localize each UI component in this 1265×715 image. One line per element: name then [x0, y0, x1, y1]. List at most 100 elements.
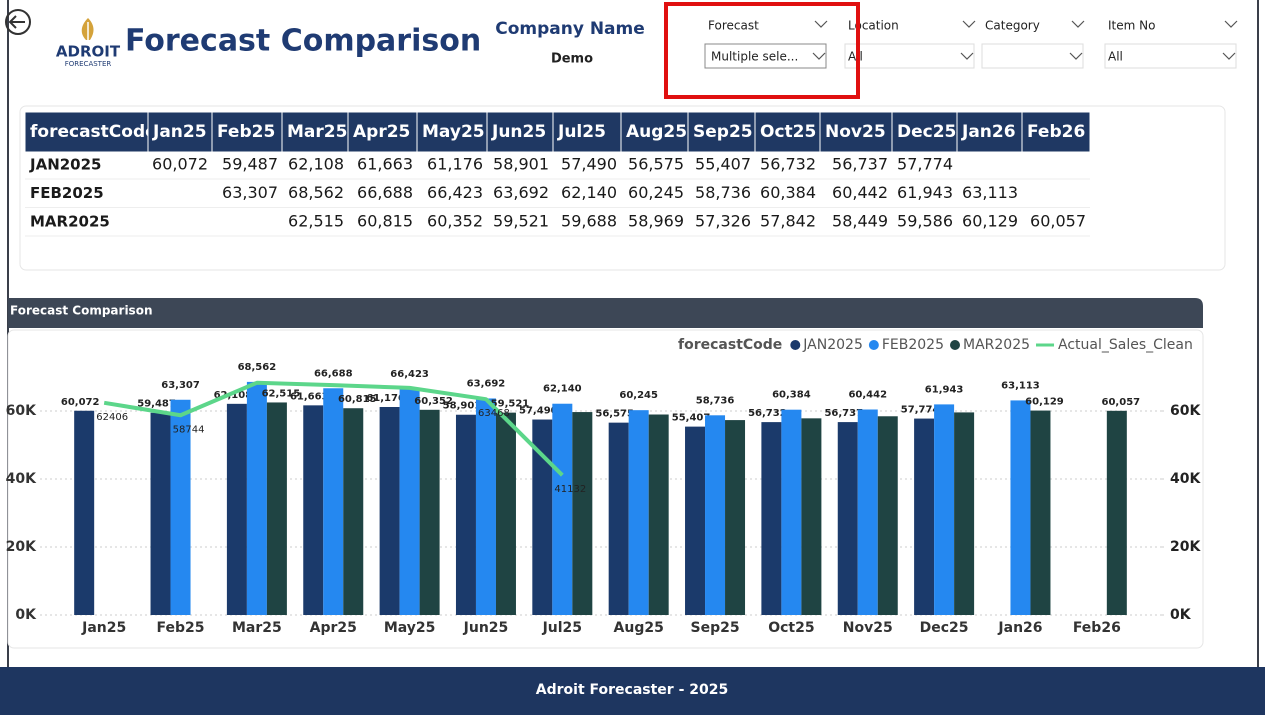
- column-header: Apr25: [353, 122, 410, 142]
- header-cell: [486, 111, 554, 153]
- chevron[interactable]: [1222, 52, 1236, 60]
- y2-tick-label: 20K: [1170, 539, 1201, 555]
- x-tick-label: Jul25: [542, 620, 582, 636]
- column-header: Feb25: [217, 122, 275, 142]
- data-label: 60,057: [1102, 397, 1141, 408]
- x-tick-label: May25: [384, 620, 436, 636]
- table-cell: 60,384: [760, 183, 816, 202]
- bar: [801, 418, 822, 615]
- table-cell: 63,113: [962, 183, 1018, 202]
- legend-title: forecastCode: [678, 337, 782, 353]
- table-cell: 58,969: [628, 212, 684, 231]
- legend-swatch: [868, 340, 879, 350]
- bar: [761, 422, 782, 615]
- x-tick-label: Jan26: [997, 620, 1042, 636]
- bar: [648, 414, 669, 615]
- chart: 0K 20K 40K 60K 0K 20K 40K 60K Jan25 Feb25 Mar25 Apr…: [6, 337, 1202, 636]
- bar: [628, 410, 649, 615]
- header-cell: [281, 111, 349, 153]
- x-tick-label: Nov25: [843, 620, 893, 636]
- filter-dropdown[interactable]: [844, 43, 975, 69]
- chevron[interactable]: [960, 52, 974, 60]
- data-label: 63,307: [161, 380, 200, 391]
- table-cell: 58,736: [695, 183, 751, 202]
- data-label: 59,487: [137, 399, 176, 410]
- table-cell: 60,352: [427, 212, 483, 231]
- column-header: Feb26: [1027, 122, 1085, 142]
- header-cell: [147, 111, 213, 153]
- table-cell: 56,737: [832, 155, 888, 174]
- back-button[interactable]: [5, 9, 31, 35]
- filter-value[interactable]: All: [1108, 50, 1123, 64]
- table-cell: 60,442: [832, 183, 888, 202]
- filter-label: Category: [985, 19, 1040, 33]
- table-cell: 66,423: [427, 183, 483, 202]
- data-label: 66,688: [314, 368, 353, 379]
- filter-dropdown[interactable]: [704, 43, 827, 69]
- table-cell: 61,663: [357, 155, 413, 174]
- data-label: 63,113: [1001, 380, 1040, 391]
- bar: [934, 404, 955, 615]
- table-cell: 57,326: [695, 212, 751, 231]
- filter-value[interactable]: All: [848, 50, 863, 64]
- bar: [781, 409, 802, 615]
- back-circle[interactable]: [5, 9, 31, 35]
- page-title: Forecast Comparison: [125, 24, 481, 59]
- table-cell: 63,692: [493, 183, 549, 202]
- table-cell: 56,575: [628, 155, 684, 174]
- company-value: Demo: [551, 52, 593, 67]
- bar: [475, 398, 496, 615]
- column-header: Jun25: [491, 122, 546, 142]
- footer: [0, 667, 1265, 715]
- data-label: 56,732: [748, 408, 787, 419]
- chevron[interactable]: [812, 52, 826, 60]
- data-label: 57,774: [901, 405, 940, 416]
- column-header: Dec25: [897, 122, 956, 142]
- bar: [1010, 400, 1031, 615]
- table-cell: 62,515: [288, 212, 344, 231]
- bar: [532, 419, 553, 615]
- data-label: 60,129: [1025, 397, 1064, 408]
- row-header: MAR2025: [30, 213, 110, 231]
- filter-value[interactable]: Multiple sele...: [711, 50, 798, 64]
- legend-label: Actual_Sales_Clean: [1058, 337, 1193, 353]
- data-label: 60,352: [414, 396, 453, 407]
- bar: [1030, 410, 1051, 615]
- back-arrow[interactable]: [8, 15, 25, 29]
- data-label: 60,072: [61, 397, 100, 408]
- data-label: 62,515: [262, 388, 301, 399]
- data-label: 58,736: [696, 395, 735, 406]
- filter-label: Location: [848, 19, 899, 33]
- filter-dropdown[interactable]: [1104, 43, 1237, 69]
- table-cell: 60,245: [628, 183, 684, 202]
- bar: [399, 389, 420, 615]
- header-cell: [24, 111, 149, 153]
- filter-dropdown[interactable]: [981, 43, 1084, 69]
- table-cell: 60,072: [152, 155, 208, 174]
- y2-tick-label: 40K: [1170, 471, 1201, 487]
- chart-title: Forecast Comparison: [10, 304, 152, 318]
- x-tick-label: Feb26: [1073, 620, 1121, 636]
- table-cell: 68,562: [288, 183, 344, 202]
- header-cell: [956, 111, 1023, 153]
- table-cell: 56,732: [760, 155, 816, 174]
- line-label: 58744: [173, 424, 205, 435]
- legend-swatch: [950, 340, 960, 350]
- header-cell: [891, 111, 958, 153]
- table-cell: 57,490: [561, 155, 617, 174]
- bar: [705, 415, 726, 615]
- x-tick-label: Sep25: [690, 620, 739, 636]
- table-cell: 63,307: [222, 183, 278, 202]
- chevron[interactable]: [1069, 52, 1083, 60]
- bar: [572, 412, 593, 615]
- column-header: Jul25: [557, 122, 606, 142]
- bar: [379, 407, 400, 615]
- x-tick-label: Apr25: [310, 620, 357, 636]
- bar: [303, 405, 324, 615]
- header-cell: [819, 111, 893, 153]
- bar: [725, 420, 746, 615]
- data-label: 68,562: [238, 362, 277, 373]
- column-header: Sep25: [693, 122, 753, 142]
